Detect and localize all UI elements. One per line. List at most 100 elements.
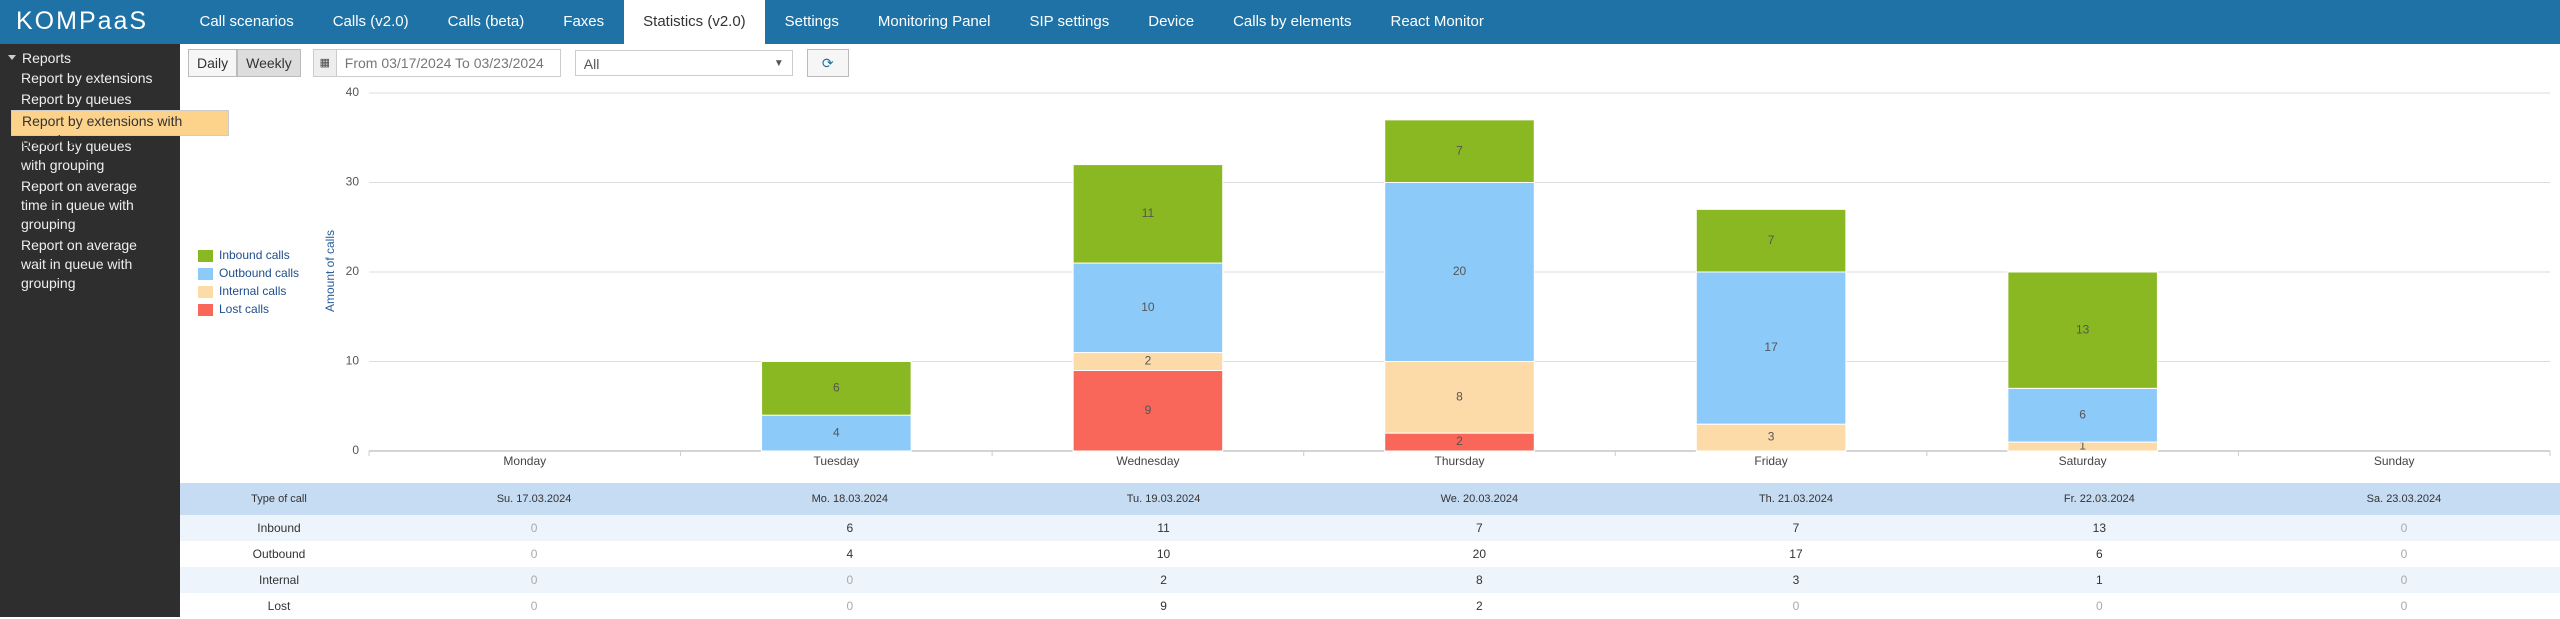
y-tick-label: 40 — [346, 85, 360, 99]
toolbar: Daily Weekly ▦ From 03/17/2024 To 03/23/… — [188, 49, 849, 77]
row-label: Lost — [267, 599, 291, 613]
column-header: Tu. 19.03.2024 — [1009, 483, 1318, 515]
data-label: 2 — [1456, 434, 1463, 448]
bar-segment — [1384, 361, 1535, 434]
tab[interactable]: Call scenarios — [199, 13, 294, 30]
daily-button[interactable]: Daily — [188, 49, 238, 77]
row-label: Internal — [180, 567, 378, 593]
y-tick-label: 20 — [346, 264, 360, 278]
legend-swatch — [198, 268, 213, 280]
x-tick-label: Sunday — [2374, 454, 2415, 468]
table-cell: 0 — [530, 599, 538, 613]
table-cell: 0 — [846, 599, 854, 613]
filter-select[interactable]: All ▼ — [574, 50, 793, 76]
tab[interactable]: Calls by elements — [1233, 13, 1352, 30]
column-header: We. 20.03.2024 — [1317, 483, 1642, 515]
legend-swatch — [198, 250, 213, 262]
data-label: 13 — [2076, 322, 2090, 336]
bar-segment — [1695, 423, 1847, 452]
table-cell: 0 — [2247, 515, 2560, 541]
y-axis-title: Amount of calls — [323, 230, 337, 312]
data-label: 9 — [1145, 403, 1152, 417]
weekly-button[interactable]: Weekly — [237, 49, 301, 77]
data-label: 20 — [1453, 264, 1467, 278]
sidebar-item[interactable]: Report by extensions — [21, 70, 153, 86]
table-cell: 0 — [2400, 599, 2408, 613]
tabs: Call scenarios Calls (v2.0) Calls (beta)… — [180, 0, 1503, 44]
sidebar-heading[interactable]: Reports — [0, 44, 180, 68]
table-cell: 2 — [1476, 599, 1483, 613]
table-cell: 0 — [690, 567, 1010, 593]
sidebar-item[interactable]: Report on average wait in queue with gro… — [21, 237, 137, 291]
column-header: Fr. 22.03.2024 — [1950, 483, 2248, 515]
tab[interactable]: React Monitor — [1390, 13, 1484, 30]
data-label: 17 — [1764, 340, 1778, 354]
y-tick-label: 10 — [346, 354, 360, 368]
y-tick-label: 0 — [352, 443, 359, 457]
table-cell: 3 — [1641, 567, 1951, 593]
calendar-icon: ▦ — [313, 50, 337, 76]
table-row: Internal 0 0 2 8 3 1 0 — [180, 567, 2560, 593]
date-input[interactable]: ▦ From 03/17/2024 To 03/23/2024 — [312, 49, 561, 77]
table-cell: 8 — [1317, 567, 1642, 593]
table-cell: 0 — [2400, 547, 2408, 561]
table-row: Inbound 0 6 11 7 7 13 0 — [180, 515, 2560, 541]
legend-label: Internal calls — [219, 284, 286, 298]
data-label: 3 — [1768, 430, 1775, 444]
tab[interactable]: SIP settings — [1029, 13, 1110, 30]
table-cell: 20 — [1472, 547, 1487, 561]
bar-segment — [1072, 369, 1224, 452]
table-cell: 6 — [690, 515, 1010, 541]
bar-segment — [2007, 271, 2158, 389]
table-cell: 0 — [378, 515, 691, 541]
date-range: From 03/17/2024 To 03/23/2024 — [344, 55, 544, 71]
tab[interactable]: Settings — [784, 13, 839, 30]
x-tick-label: Wednesday — [1116, 454, 1179, 468]
data-label: 1 — [2079, 439, 2086, 453]
x-tick-label: Thursday — [1434, 454, 1484, 468]
legend-swatch — [198, 286, 213, 298]
column-header: Mo. 18.03.2024 — [690, 483, 1010, 515]
x-tick-label: Monday — [503, 454, 546, 468]
table-cell: 10 — [1156, 547, 1171, 561]
data-label: 7 — [1768, 233, 1775, 247]
y-tick-label: 30 — [346, 175, 360, 189]
table-cell: 7 — [1317, 515, 1642, 541]
refresh-button[interactable]: ⟳ — [806, 49, 849, 77]
row-label: Inbound — [180, 515, 378, 541]
data-label: 2 — [1145, 354, 1152, 368]
tab[interactable]: Device — [1148, 13, 1195, 30]
tab[interactable]: Calls (beta) — [447, 13, 525, 30]
bar-segment — [1695, 208, 1847, 273]
tab[interactable]: Monitoring Panel — [877, 13, 991, 30]
table-cell: 13 — [1950, 515, 2248, 541]
sidebar-item[interactable]: Report by queues with grouping — [21, 138, 132, 173]
bar-segment — [2007, 387, 2158, 443]
tab[interactable]: Calls (v2.0) — [332, 13, 409, 30]
x-tick-label: Friday — [1754, 454, 1787, 468]
table-header: Type of call — [180, 483, 378, 515]
legend-swatch — [198, 304, 213, 316]
sidebar-item[interactable]: Report on average time in queue with gro… — [21, 178, 137, 232]
x-tick-label: Saturday — [2059, 454, 2107, 468]
tab[interactable]: Faxes — [563, 13, 605, 30]
data-label: 6 — [2079, 407, 2086, 421]
column-header: Su. 17.03.2024 — [378, 483, 691, 515]
logo[interactable]: KOMPaaS — [16, 7, 149, 35]
sidebar-item[interactable]: Report by queues — [21, 91, 132, 107]
legend-label: Inbound calls — [219, 248, 290, 262]
table-cell: 17 — [1789, 547, 1803, 561]
bar-segment — [1072, 262, 1224, 354]
data-label: 4 — [833, 425, 840, 439]
sidebar-item-selected[interactable]: Report by extensions with grouping — [11, 110, 229, 148]
legend-label: Lost calls — [219, 302, 269, 316]
data-label: 7 — [1456, 143, 1463, 157]
data-table: Type of call Su. 17.03.2024 Mo. 18.03.2024… — [180, 483, 2560, 619]
tab-active[interactable]: Statistics (v2.0) — [623, 0, 766, 44]
column-header: Th. 21.03.2024 — [1641, 483, 1951, 515]
data-label: 6 — [833, 381, 840, 395]
legend-label: Outbound calls — [219, 266, 299, 280]
table-cell: 0 — [530, 547, 538, 561]
row-label: Outbound — [252, 547, 306, 561]
bar-segment — [1072, 164, 1224, 264]
